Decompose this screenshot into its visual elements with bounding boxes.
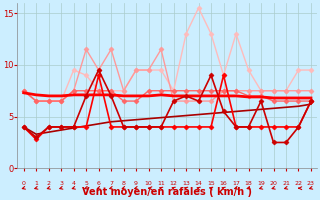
X-axis label: Vent moyen/en rafales ( km/h ): Vent moyen/en rafales ( km/h ) [82,187,252,197]
